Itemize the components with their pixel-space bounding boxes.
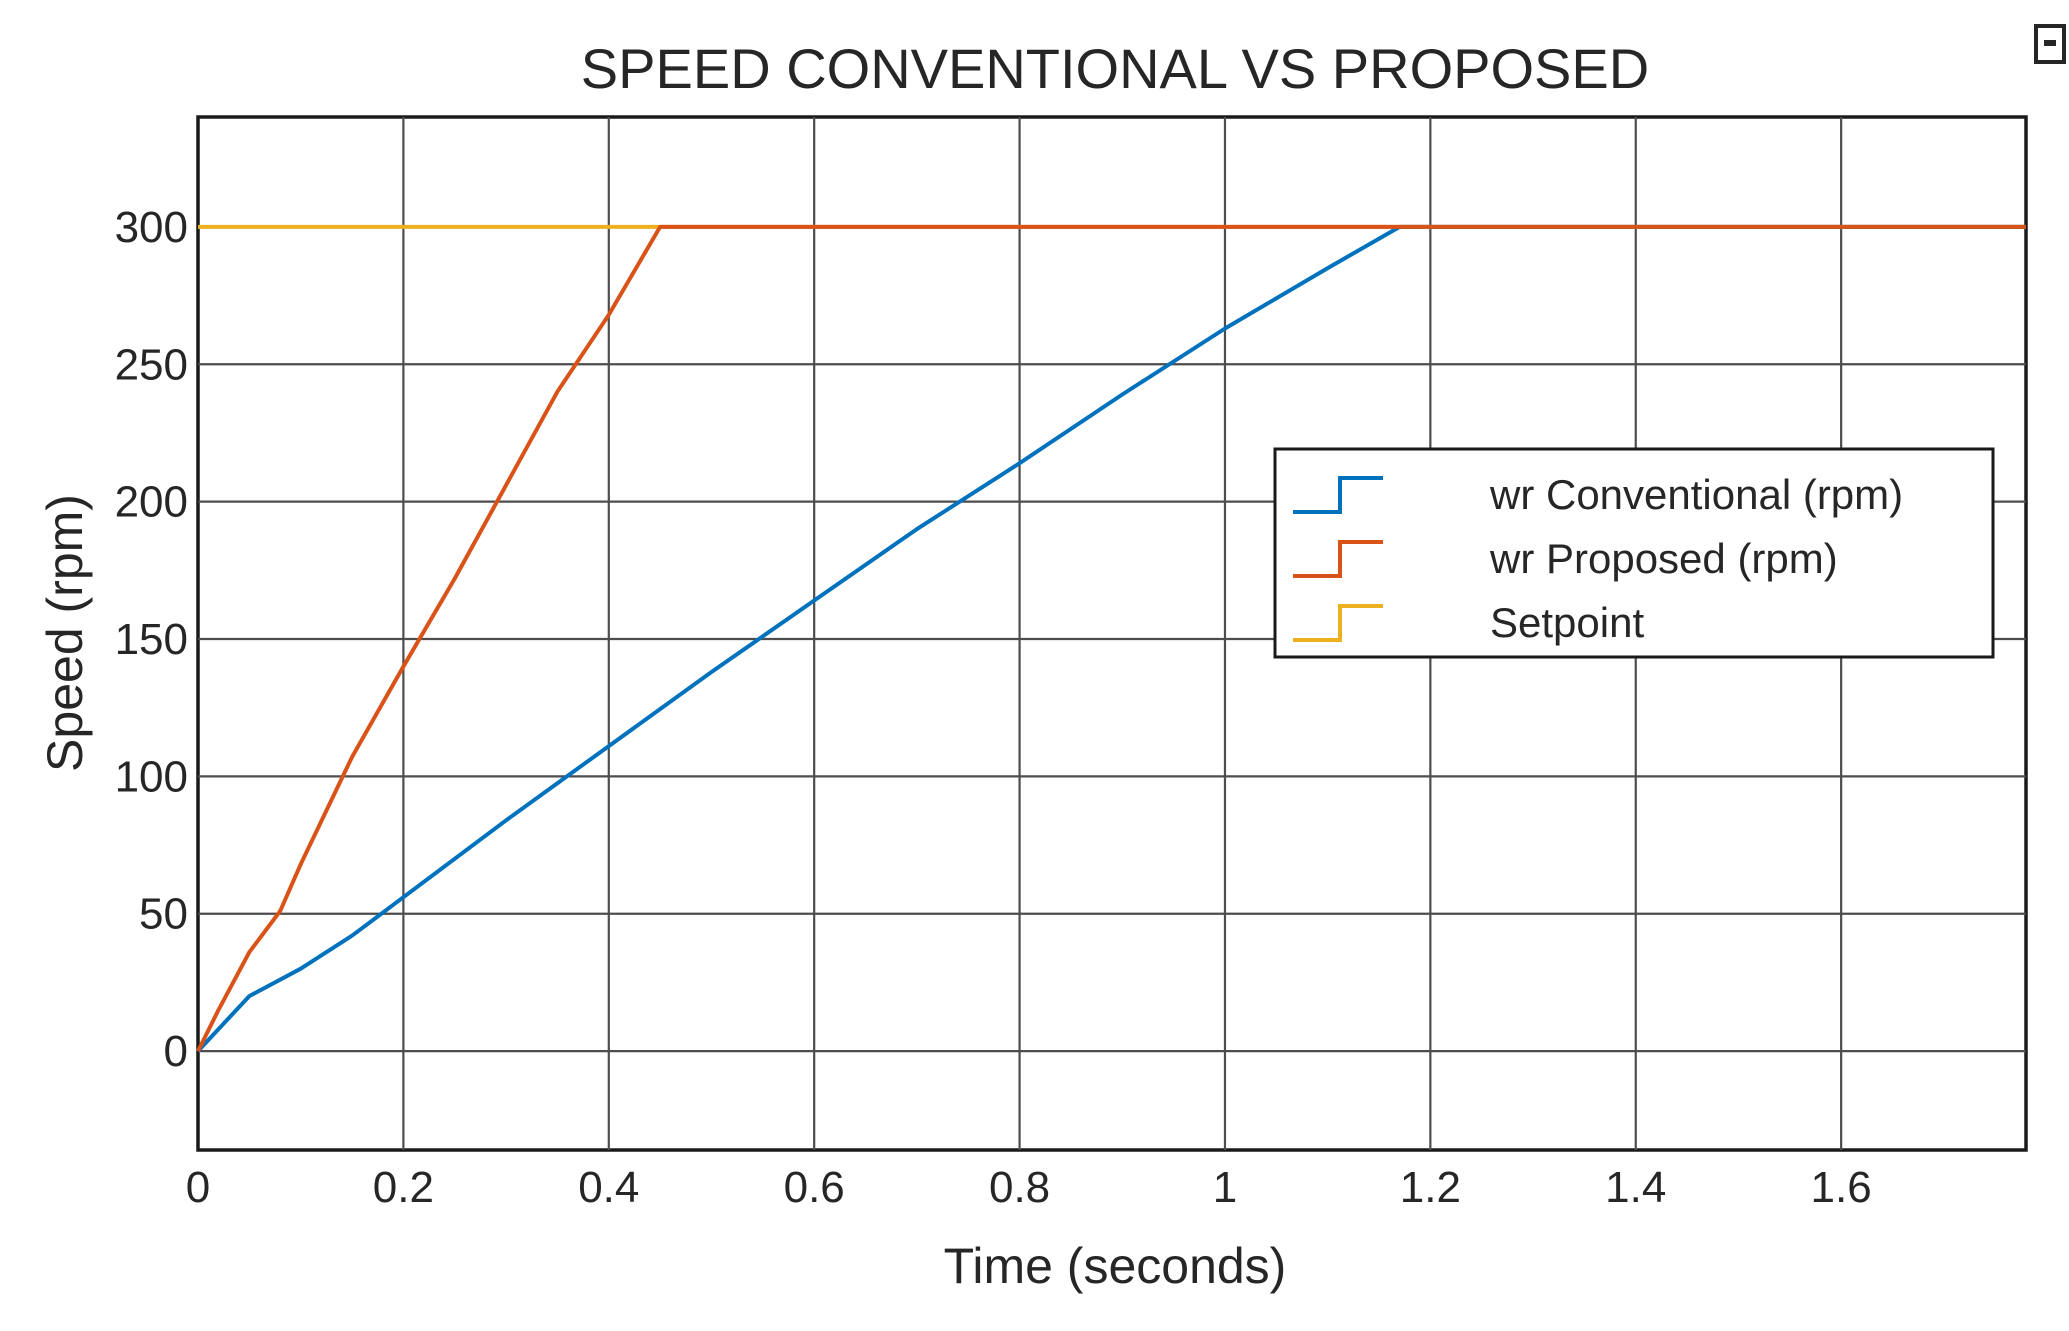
legend-swatch: [1293, 476, 1383, 514]
series-line-1: [196, 224, 2026, 1052]
series-lines: [196, 224, 2026, 1053]
grid: [198, 117, 2026, 1150]
axes-toggle-icon[interactable]: [2034, 24, 2066, 64]
y-tick-label: 150: [115, 615, 188, 664]
y-tick-label: 250: [115, 340, 188, 389]
x-tick-label: 1.4: [1605, 1163, 1666, 1212]
y-tick-label: 0: [164, 1027, 188, 1076]
tick-labels: 0 0.2 0.4 0.6 0.8 1 1.2 1.4 1.6 0 50 100 150 200 250 30…: [115, 203, 1872, 1212]
legend-label: Setpoint: [1490, 599, 1644, 646]
x-axis-label: Time (seconds): [944, 1238, 1287, 1294]
legend-label: wr Conventional (rpm): [1489, 471, 1903, 518]
y-tick-label: 50: [139, 890, 188, 939]
x-tick-label: 1.6: [1811, 1163, 1872, 1212]
x-tick-label: 0.4: [578, 1163, 639, 1212]
legend: wr Conventional (rpm) wr Proposed (rpm) Se…: [1273, 447, 1995, 659]
x-tick-label: 0: [186, 1163, 210, 1212]
y-tick-label: 200: [115, 478, 188, 527]
x-tick-label: 1: [1213, 1163, 1237, 1212]
x-tick-label: 1.2: [1400, 1163, 1461, 1212]
x-tick-label: 0.6: [784, 1163, 845, 1212]
series-line-0: [196, 224, 2026, 1053]
chart-title: SPEED CONVENTIONAL VS PROPOSED: [581, 37, 1649, 100]
legend-label: wr Proposed (rpm): [1489, 535, 1838, 582]
legend-swatch: [1293, 540, 1383, 578]
legend-box: [1273, 447, 1995, 659]
y-tick-label: 300: [115, 203, 188, 252]
x-tick-label: 0.2: [373, 1163, 434, 1212]
legend-swatch: [1293, 604, 1383, 642]
y-tick-label: 100: [115, 752, 188, 801]
x-tick-label: 0.8: [989, 1163, 1050, 1212]
y-axis-label: Speed (rpm): [37, 494, 93, 772]
